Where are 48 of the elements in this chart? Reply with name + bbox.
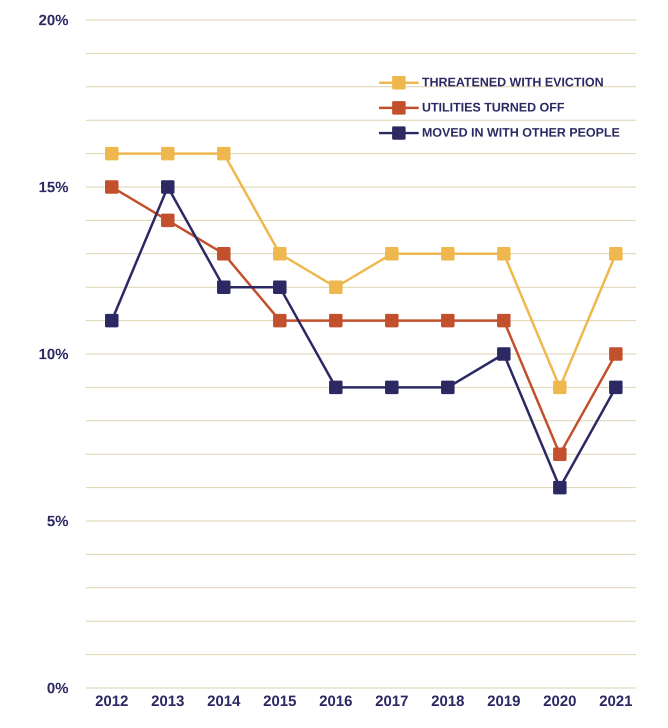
- legend-label: THREATENED WITH EVICTION: [422, 78, 603, 86]
- point: [329, 380, 343, 394]
- point: [105, 180, 119, 194]
- x-tick-label: 2016: [320, 696, 352, 706]
- point: [497, 247, 511, 261]
- point: [553, 380, 567, 394]
- point: [329, 314, 343, 328]
- point: [273, 314, 287, 328]
- x-tick-label: 2014: [208, 696, 240, 706]
- point: [105, 146, 119, 160]
- point: [161, 214, 175, 228]
- point: [609, 247, 623, 261]
- x-tick-label: 2017: [376, 696, 408, 706]
- y-tick-label: 20%: [39, 14, 68, 26]
- x-tick-label: 2018: [432, 696, 464, 706]
- point: [217, 280, 231, 294]
- point: [161, 146, 175, 160]
- point: [441, 314, 455, 328]
- x-tick-label: 2019: [488, 696, 520, 706]
- x-tick-label: 2020: [544, 696, 576, 706]
- y-tick-label: 15%: [40, 182, 68, 192]
- point: [609, 380, 623, 394]
- point: [273, 247, 287, 261]
- y-tick-label: 10%: [40, 348, 68, 360]
- x-tick-label: 2021: [600, 696, 632, 706]
- point: [497, 314, 511, 328]
- y-tick-label: 0%: [47, 682, 68, 694]
- point: [329, 280, 343, 294]
- point: [217, 146, 231, 160]
- point: [161, 180, 175, 194]
- point: [609, 347, 623, 361]
- point: [441, 247, 455, 261]
- point: [385, 247, 399, 261]
- x-tick-label: 2015: [264, 696, 296, 706]
- legend-label: UTILITIES TURNED OFF: [422, 102, 564, 112]
- point: [497, 347, 511, 361]
- point: [553, 480, 567, 494]
- y-tick-label: 5%: [47, 516, 68, 526]
- point: [441, 380, 455, 394]
- legend-label: MOVED IN WITH OTHER PEOPLE: [422, 128, 620, 137]
- point: [385, 314, 399, 328]
- point: [553, 447, 567, 461]
- point: [385, 380, 399, 394]
- x-tick-label: 2012: [96, 696, 128, 706]
- point: [273, 280, 287, 294]
- point: [105, 314, 119, 328]
- point: [217, 247, 231, 261]
- x-tick-label: 2013: [152, 696, 184, 706]
